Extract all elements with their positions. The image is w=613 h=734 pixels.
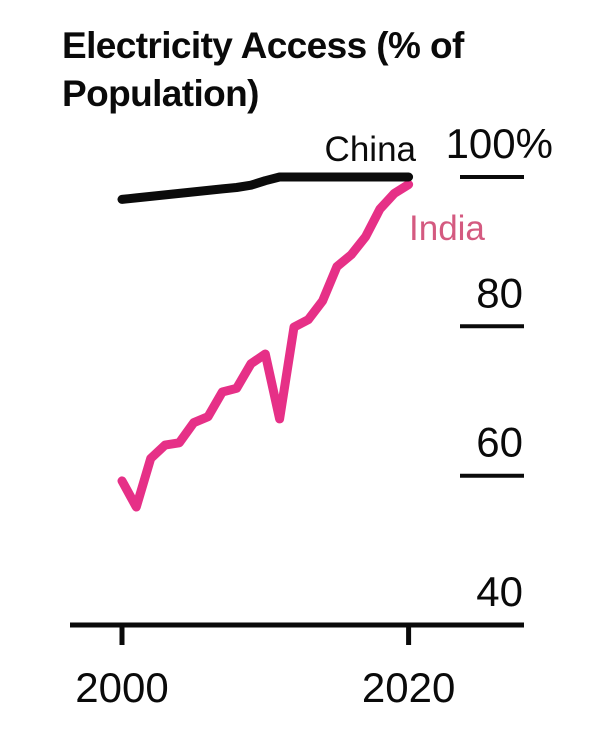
chart-title-line-1: Electricity Access (% of: [62, 25, 465, 66]
china-series-label: China: [325, 130, 417, 169]
chart-title-line-2: Population): [62, 73, 259, 114]
y-axis-label-40: 40: [476, 568, 523, 615]
x-axis-label-2000: 2000: [75, 664, 168, 711]
x-axis-label-2020: 2020: [362, 664, 455, 711]
y-axis-label-60: 60: [476, 419, 523, 466]
y-axis-label-100: 100%: [446, 120, 553, 167]
y-axis-label-80: 80: [476, 269, 523, 316]
china-line: [117, 172, 414, 204]
india-series-label: India: [409, 209, 485, 248]
india-line: [117, 180, 414, 512]
